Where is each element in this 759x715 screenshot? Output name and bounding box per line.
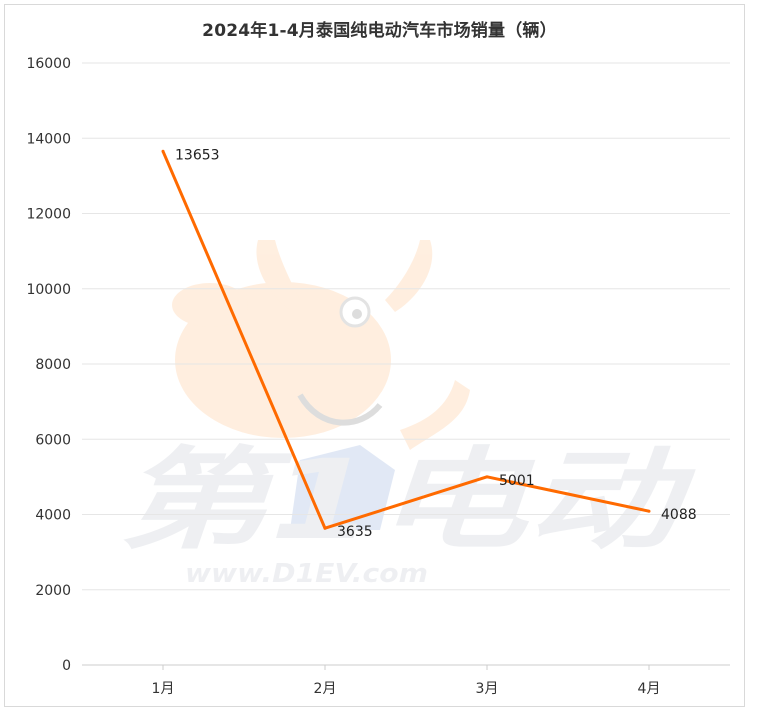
data-point xyxy=(485,475,489,479)
data-label: 3635 xyxy=(337,524,373,540)
series-line xyxy=(161,150,650,530)
y-tick-label: 14000 xyxy=(26,131,71,147)
x-axis: 1月 2月 3月 4月 xyxy=(82,664,730,697)
x-tick-label: 4月 xyxy=(638,681,661,697)
data-label: 5001 xyxy=(499,473,535,489)
data-point xyxy=(647,509,651,513)
series-line-group xyxy=(161,149,651,530)
y-tick-label: 2000 xyxy=(35,583,71,599)
y-tick-label: 10000 xyxy=(26,282,71,298)
watermark-url: www.D1EV.com xyxy=(185,559,428,589)
y-tick-label: 6000 xyxy=(35,432,71,448)
chart-title: 2024年1-4月泰国纯电动汽车市场销量（辆） xyxy=(202,21,557,41)
data-labels: 13653 3635 5001 4088 xyxy=(175,147,697,540)
y-tick-label: 0 xyxy=(62,658,71,674)
data-label: 13653 xyxy=(175,147,220,163)
y-tick-label: 12000 xyxy=(26,207,71,223)
watermark: 第1电动 www.D1EV.com xyxy=(118,240,696,589)
data-label: 4088 xyxy=(661,507,697,523)
y-tick-label: 16000 xyxy=(26,56,71,72)
x-tick-label: 1月 xyxy=(152,681,175,697)
watermark-brand: 第1电动 xyxy=(118,436,696,564)
mascot-logo xyxy=(172,240,470,530)
data-point xyxy=(323,526,327,530)
data-point xyxy=(161,149,165,153)
y-axis: 0 2000 4000 6000 8000 10000 12000 14000 16000 xyxy=(26,56,71,674)
x-tick-label: 2月 xyxy=(314,681,337,697)
y-tick-label: 4000 xyxy=(35,508,71,524)
y-tick-label: 8000 xyxy=(35,357,71,373)
x-tick-label: 3月 xyxy=(476,681,499,697)
